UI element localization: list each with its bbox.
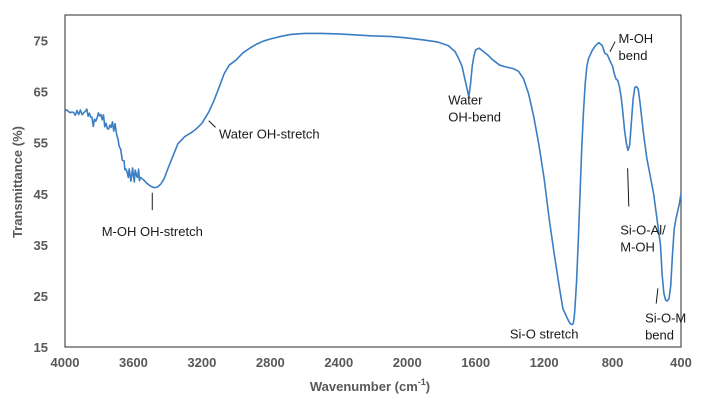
- annotation-label: Si-O stretch: [510, 326, 579, 341]
- annotation-line: Si-O stretch: [510, 326, 579, 341]
- annotation-line: bend: [645, 327, 674, 342]
- annotation-leader: [655, 288, 659, 304]
- annotation-label: Water OH-stretch: [219, 127, 320, 142]
- annotation-leader: [627, 168, 630, 207]
- annotation-label: Si-O-Al/M-OH: [620, 223, 666, 255]
- annotation-line: Si-O-Al/: [620, 223, 666, 238]
- x-tick-label: 2800: [256, 355, 285, 370]
- annotation-line: M-OH OH-stretch: [102, 224, 203, 239]
- annotation-leader: [609, 41, 616, 52]
- axes-layer: [64, 14, 682, 348]
- series-layer: [64, 32, 682, 326]
- y-tick-label: 75: [34, 34, 48, 49]
- annotation-line: Si-O-M: [645, 310, 686, 325]
- annotations-layer: M-OH OH-stretch Water OH-stretch Water OH-b…: [102, 31, 687, 342]
- annotation-line: OH-bend: [448, 109, 501, 124]
- x-tick-label: 2400: [324, 355, 353, 370]
- y-tick-label: 25: [34, 289, 48, 304]
- annotation-line: bend: [619, 48, 648, 63]
- x-axis-title-main: Wavenumber (cm: [310, 379, 418, 394]
- annotation-label: M-OH bend: [619, 31, 654, 63]
- x-tick-label: 2000: [393, 355, 422, 370]
- y-axis-title: Transmittance (%): [10, 126, 25, 238]
- annotation-line: M-OH: [620, 240, 655, 255]
- x-tick-label: 1200: [530, 355, 559, 370]
- x-axis-title: Wavenumber (cm-1): [310, 377, 430, 394]
- x-tick-label: 4000: [51, 355, 80, 370]
- ticks-layer: 4000 3600 3200 2800 2400 2000 1600 1200 800 400 15…: [34, 34, 692, 370]
- annotation-line: Water OH-stretch: [219, 127, 320, 142]
- annotation-leader: [208, 120, 216, 128]
- annotation-line: M-OH: [619, 31, 654, 46]
- y-tick-label: 65: [34, 85, 48, 100]
- x-tick-label: 800: [602, 355, 624, 370]
- y-tick-label: 15: [34, 340, 48, 355]
- annotation-line: Water: [448, 92, 483, 107]
- annotation-label: Si-O-M bend: [645, 310, 686, 342]
- y-tick-label: 35: [34, 238, 48, 253]
- x-tick-label: 3200: [187, 355, 216, 370]
- x-axis-title-sup: -1: [418, 377, 426, 387]
- annotation-label: Water OH-bend: [448, 92, 501, 124]
- x-tick-label: 3600: [119, 355, 148, 370]
- y-tick-label: 55: [34, 136, 48, 151]
- x-tick-label: 1600: [461, 355, 490, 370]
- x-axis-title-tail: ): [426, 379, 430, 394]
- y-tick-label: 45: [34, 187, 48, 202]
- x-tick-label: 400: [670, 355, 692, 370]
- annotation-label: M-OH OH-stretch: [102, 224, 203, 239]
- series-line: [64, 32, 682, 326]
- plot-frame: [64, 14, 682, 348]
